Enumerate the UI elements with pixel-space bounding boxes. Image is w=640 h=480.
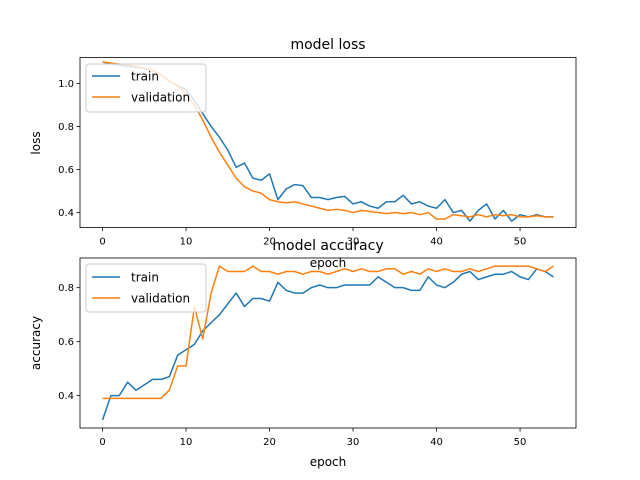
y-tick-label: 0.6 — [58, 337, 74, 348]
x-tick-label: 50 — [514, 237, 527, 248]
accuracy-lines — [101, 265, 554, 421]
x-tick-label: 0 — [99, 237, 105, 248]
accuracy-chart-title: model accuracy — [272, 238, 383, 254]
accuracy-x-axis-label: epoch — [310, 455, 347, 469]
x-tick-label: 50 — [514, 437, 527, 448]
x-tick-label: 10 — [180, 237, 193, 248]
y-tick-label: 0.8 — [58, 283, 74, 294]
loss-chart-title: model loss — [290, 37, 365, 53]
loss-legend: train validation — [85, 63, 207, 113]
accuracy-legend: train validation — [85, 263, 207, 313]
accuracy-y-axis-label: accuracy — [29, 316, 43, 370]
loss-legend-train-label: train — [131, 70, 159, 84]
x-tick-label: 20 — [263, 237, 276, 248]
x-tick-label: 30 — [347, 237, 360, 248]
accuracy-chart: model accuracy accuracy epoch 0 10 20 30 40 5… — [29, 238, 577, 469]
x-tick-label: 40 — [430, 437, 443, 448]
x-tick-label: 10 — [180, 437, 193, 448]
loss-y-axis-label: loss — [29, 131, 43, 154]
x-tick-label: 40 — [430, 237, 443, 248]
series-line-train — [101, 268, 554, 421]
accuracy-legend-box — [85, 263, 207, 313]
loss-chart: model loss loss epoch 0 10 20 30 40 500.40.60… — [29, 37, 577, 270]
x-tick-label: 30 — [347, 437, 360, 448]
y-tick-label: 0.4 — [58, 391, 74, 402]
accuracy-legend-validation-label: validation — [131, 292, 190, 306]
accuracy-plot-frame — [79, 257, 577, 429]
y-tick-label: 0.8 — [58, 122, 74, 133]
accuracy-ticks: 0 10 20 30 40 50 0.4 0.6 0.8 — [58, 283, 526, 448]
loss-ticks: 0 10 20 30 40 50 0.4 0.6 0.8 1.0 — [58, 79, 526, 248]
y-tick-label: 0.6 — [58, 165, 74, 176]
y-tick-label: 0.4 — [58, 208, 74, 219]
loss-plot-frame — [79, 57, 577, 228]
loss-legend-validation-label: validation — [131, 91, 190, 105]
series-line-validation — [102, 265, 554, 400]
accuracy-legend-train-label: train — [131, 271, 159, 285]
loss-x-axis-label: epoch — [310, 256, 347, 270]
y-tick-label: 1.0 — [58, 79, 74, 90]
x-tick-label: 20 — [263, 437, 276, 448]
x-tick-label: 0 — [99, 437, 105, 448]
